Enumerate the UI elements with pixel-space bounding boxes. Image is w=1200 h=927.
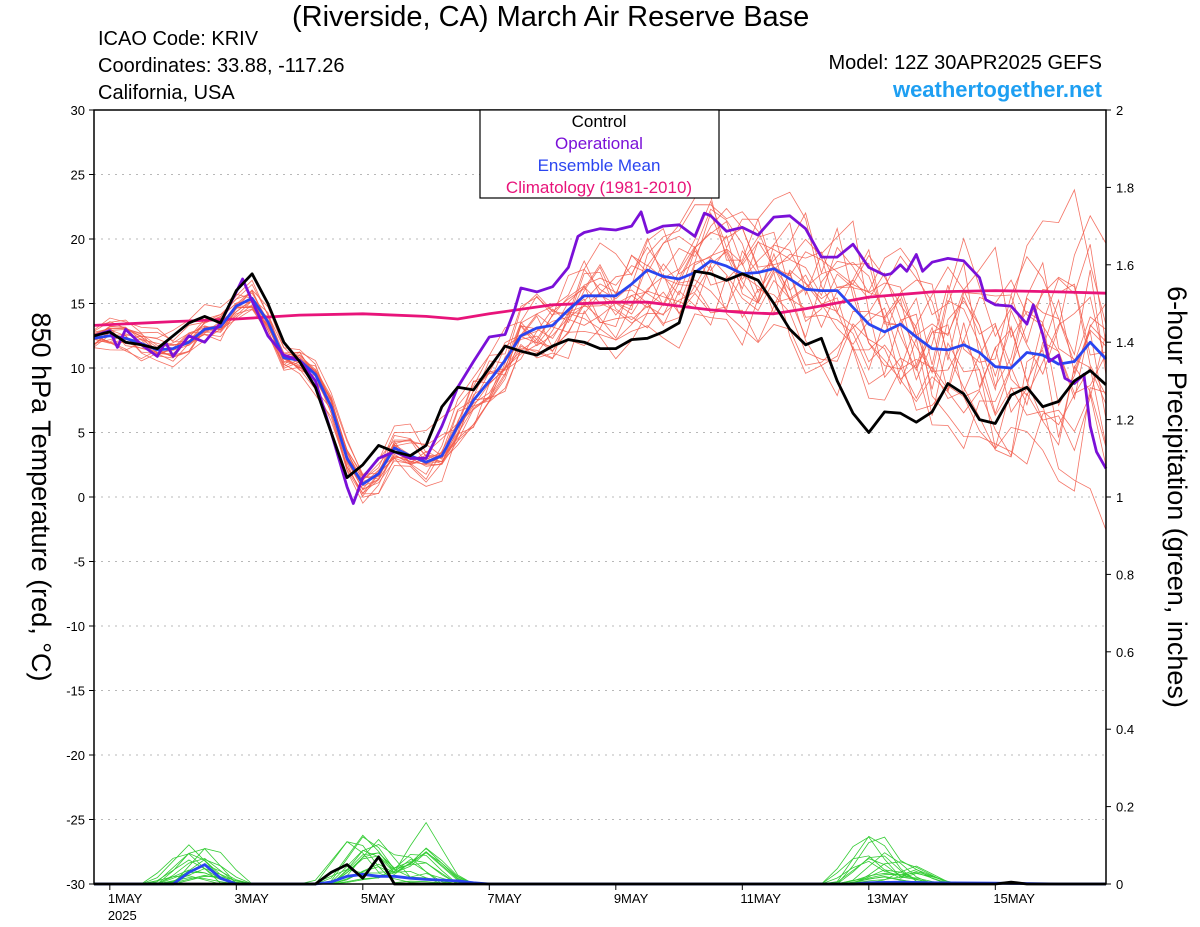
member-precip-line [94, 852, 1106, 885]
member-temp-line [93, 231, 1107, 480]
legend-entry: Operational [555, 134, 643, 153]
y-axis-label: 850 hPa Temperature (red, °C) [26, 313, 56, 682]
member-precip-line [94, 851, 1106, 885]
y-tick-label: 5 [78, 426, 85, 441]
model-run: Model: 12Z 30APR2025 GEFS [828, 52, 1102, 74]
member-precip-line [94, 841, 1106, 885]
series-operational-temp [93, 210, 1108, 505]
series-ensemble-mean-precip [94, 863, 1106, 886]
member-temp-line [93, 220, 1107, 485]
member-temp-line [93, 188, 1107, 475]
y-tick-label: -30 [66, 877, 85, 892]
axis-ticks: 302520151050-5-10-15-20-25-3021.81.61.41… [26, 103, 1192, 923]
series-ensemble-mean-temp [93, 259, 1108, 486]
legend-entry: Ensemble Mean [538, 156, 661, 175]
icao-code: ICAO Code: KRIV [98, 28, 259, 50]
x-year-label: 2025 [108, 908, 137, 923]
y-tick-label: 25 [71, 168, 85, 183]
legend: Control Operational Ensemble Mean Climatolo… [479, 109, 720, 199]
gridlines [94, 174, 1106, 820]
y-tick-label: 0 [78, 490, 85, 505]
x-tick-label: 9MAY [614, 891, 649, 906]
y2-tick-label: 1 [1116, 490, 1123, 505]
y-tick-label: 15 [71, 297, 85, 312]
y2-tick-label: 0.8 [1116, 567, 1134, 582]
y-tick-label: -5 [73, 555, 85, 570]
y2-tick-label: 0.6 [1116, 645, 1134, 660]
member-precip-line [94, 834, 1106, 885]
y2-tick-label: 2 [1116, 103, 1123, 118]
ensemble-members [93, 188, 1107, 885]
member-precip-line [94, 853, 1106, 885]
x-tick-label: 15MAY [993, 891, 1035, 906]
y-tick-label: 20 [71, 232, 85, 247]
member-precip-line [94, 841, 1106, 885]
legend-entry: Climatology (1981-2010) [506, 178, 692, 197]
page-title: (Riverside, CA) March Air Reserve Base [292, 1, 810, 33]
y2-tick-label: 0 [1116, 877, 1123, 892]
member-precip-line [94, 836, 1106, 885]
y2-tick-label: 1.4 [1116, 335, 1134, 350]
site-link[interactable]: weathertogether.net [892, 77, 1102, 102]
y-tick-label: 30 [71, 103, 85, 118]
y2-tick-label: 1.2 [1116, 413, 1134, 428]
member-precip-line [94, 836, 1106, 885]
y-tick-label: -20 [66, 748, 85, 763]
series-control-precip [94, 855, 1106, 886]
series-climatology-1981-2010--temp [93, 289, 1107, 327]
x-tick-label: 5MAY [361, 891, 396, 906]
x-tick-label: 3MAY [234, 891, 269, 906]
x-tick-label: 13MAY [867, 891, 909, 906]
y2-tick-label: 0.2 [1116, 800, 1134, 815]
series-lines [93, 210, 1108, 886]
x-tick-label: 1MAY [108, 891, 143, 906]
member-precip-line [94, 838, 1106, 885]
x-tick-label: 7MAY [487, 891, 522, 906]
x-tick-label: 11MAY [740, 891, 781, 906]
station-region: California, USA [98, 82, 235, 104]
y2-axis-label: 6-hour Precipitation (green, inches) [1162, 286, 1192, 708]
legend-box [479, 109, 720, 199]
member-temp-line [93, 200, 1107, 491]
member-temp-line [93, 220, 1107, 490]
member-precip-line [94, 835, 1106, 885]
y-tick-label: -10 [66, 619, 85, 634]
y2-tick-label: 1.8 [1116, 180, 1134, 195]
y2-tick-label: 0.4 [1116, 722, 1134, 737]
station-coordinates: Coordinates: 33.88, -117.26 [98, 55, 345, 77]
member-precip-line [94, 855, 1106, 885]
series-control-temp [93, 269, 1107, 479]
y-tick-label: -25 [66, 813, 85, 828]
y2-tick-label: 1.6 [1116, 258, 1134, 273]
member-temp-line [93, 191, 1107, 490]
y-tick-label: 10 [71, 361, 85, 376]
member-temp-line [93, 211, 1107, 477]
y-tick-label: -15 [66, 684, 85, 699]
legend-entry: Control [572, 112, 627, 131]
member-precip-line [94, 821, 1106, 885]
